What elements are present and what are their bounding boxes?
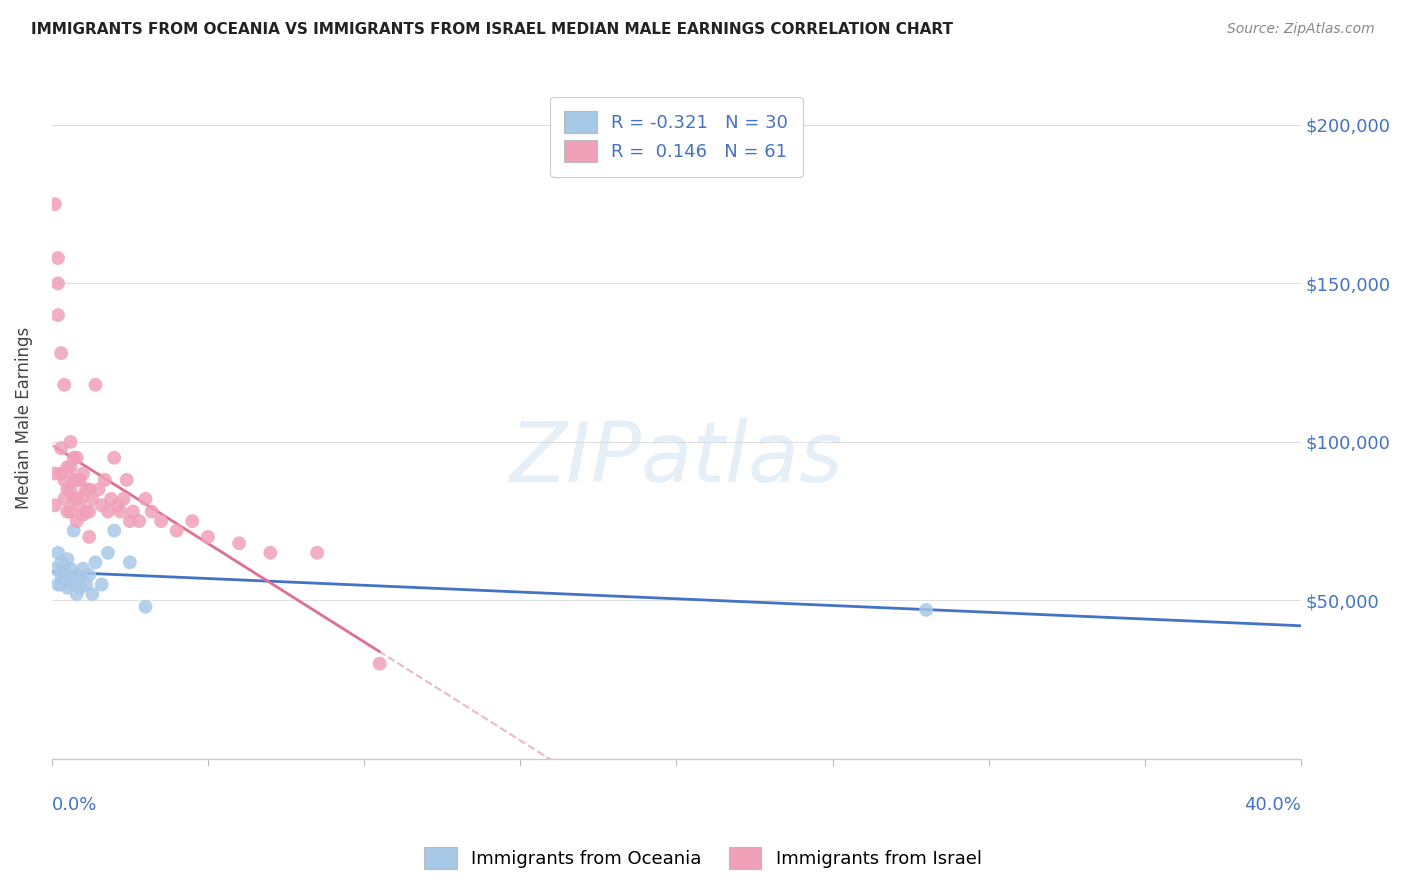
Point [62,577,84,591]
Point [69,498,91,512]
Point [49,568,72,582]
Point [66,491,89,506]
Point [72,561,94,575]
Point [82,587,104,601]
Point [53,473,76,487]
Point [118,514,141,528]
Point [46,251,69,265]
Point [49,555,72,569]
Point [77,505,100,519]
Point [44,197,66,211]
Point [59,561,82,575]
Point [46,546,69,560]
Point [307,546,329,560]
Legend: R = -0.321   N = 30, R =  0.146   N = 61: R = -0.321 N = 30, R = 0.146 N = 61 [550,96,803,177]
Point [103,450,125,465]
Point [915,603,938,617]
Point [44,561,66,575]
Point [46,308,69,322]
Point [46,577,69,591]
Point [59,434,82,449]
Point [56,581,79,595]
Point [69,473,91,487]
Text: Source: ZipAtlas.com: Source: ZipAtlas.com [1227,22,1375,37]
Point [97,546,120,560]
Point [77,568,100,582]
Point [87,483,110,497]
Point [46,277,69,291]
Point [110,505,132,519]
Point [82,491,104,506]
Point [112,491,135,506]
Y-axis label: Median Male Earnings: Median Male Earnings [15,327,32,509]
Point [56,552,79,566]
Point [181,514,204,528]
Point [62,524,84,538]
Point [49,577,72,591]
Point [77,483,100,497]
Point [66,587,89,601]
Point [228,536,250,550]
Point [197,530,219,544]
Point [49,467,72,481]
Point [90,498,112,512]
Point [59,460,82,475]
Point [59,505,82,519]
Point [134,491,156,506]
Point [53,491,76,506]
Point [59,574,82,589]
Point [100,491,122,506]
Point [134,599,156,614]
Point [103,524,125,538]
Point [53,561,76,575]
Point [44,498,66,512]
Point [84,555,107,569]
Point [72,508,94,522]
Text: IMMIGRANTS FROM OCEANIA VS IMMIGRANTS FROM ISRAEL MEDIAN MALE EARNINGS CORRELATI: IMMIGRANTS FROM OCEANIA VS IMMIGRANTS FR… [31,22,953,37]
Point [166,524,188,538]
Point [105,498,128,512]
Point [150,514,173,528]
Point [259,546,281,560]
Point [62,473,84,487]
Point [66,514,89,528]
Point [141,505,163,519]
Point [53,377,76,392]
Point [56,571,79,585]
Point [118,555,141,569]
Point [56,505,79,519]
Point [66,568,89,582]
Point [62,450,84,465]
Point [122,505,145,519]
Point [62,491,84,506]
Text: ZIPatlas: ZIPatlas [509,418,844,500]
Point [368,657,391,671]
Point [56,483,79,497]
Point [49,346,72,360]
Point [115,473,138,487]
Point [59,483,82,497]
Text: 0.0%: 0.0% [52,797,97,814]
Point [94,473,117,487]
Text: 40.0%: 40.0% [1244,797,1301,814]
Point [72,489,94,503]
Point [75,483,97,497]
Point [97,505,120,519]
Legend: Immigrants from Oceania, Immigrants from Israel: Immigrants from Oceania, Immigrants from… [418,839,988,876]
Point [72,467,94,481]
Point [66,473,89,487]
Point [49,441,72,455]
Point [44,467,66,481]
Point [75,577,97,591]
Point [75,505,97,519]
Point [84,377,107,392]
Point [90,577,112,591]
Point [128,514,150,528]
Point [77,530,100,544]
Point [66,450,89,465]
Point [69,581,91,595]
Point [53,568,76,582]
Point [56,460,79,475]
Point [69,571,91,585]
